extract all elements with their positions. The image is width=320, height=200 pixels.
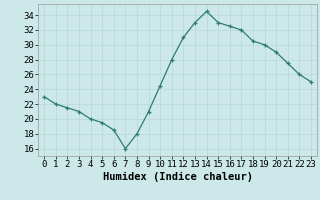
X-axis label: Humidex (Indice chaleur): Humidex (Indice chaleur) — [103, 172, 252, 182]
